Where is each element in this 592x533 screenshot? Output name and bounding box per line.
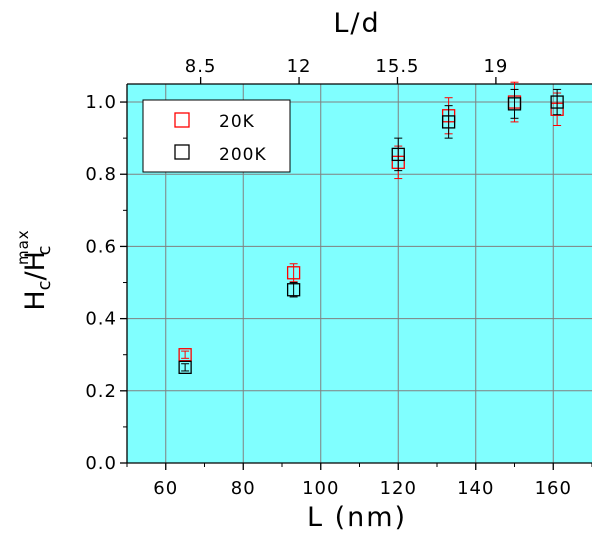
x-tick-label-160: 160 xyxy=(535,478,572,499)
data-point-1-0 xyxy=(178,360,192,374)
y-tick-label-0: 0.0 xyxy=(85,453,117,474)
y-tick-label-1: 0.2 xyxy=(85,381,117,402)
legend-box xyxy=(142,99,291,173)
x-tick-label-120: 120 xyxy=(380,478,417,499)
x-tick-label-60: 60 xyxy=(153,478,178,499)
y-tick-label-2: 0.4 xyxy=(85,309,117,330)
legend-marker-20k xyxy=(174,112,190,128)
data-point-0-1 xyxy=(286,266,301,280)
top-tick-label-0: 8.5 xyxy=(185,56,217,77)
data-point-1-4 xyxy=(507,97,522,111)
legend-label-20k: 20K xyxy=(219,112,255,132)
x-tick-label-80: 80 xyxy=(231,478,256,499)
grid xyxy=(127,84,592,464)
y-axis-title-sup: max xyxy=(14,229,32,265)
data-points xyxy=(178,81,564,374)
legend-label-200k: 200K xyxy=(219,145,267,165)
y-axis-title-main: H xyxy=(20,290,51,310)
data-point-1-5 xyxy=(550,95,564,109)
data-point-1-3 xyxy=(441,115,456,129)
y-axis-title-slash: /H xyxy=(20,251,51,280)
y-tick-label-4: 0.8 xyxy=(85,164,117,185)
y-axis-title: Hc/Hmax c xyxy=(14,229,55,310)
top-tick-label-3: 19 xyxy=(483,56,508,77)
data-point-1-1 xyxy=(286,283,301,297)
top-tick-label-1: 12 xyxy=(287,56,312,77)
data-point-1-2 xyxy=(391,147,405,162)
y-tick-label-5: 1.0 xyxy=(85,92,117,113)
ticks xyxy=(120,77,592,470)
y-tick-label-3: 0.6 xyxy=(85,236,117,257)
y-axis-title-sub1: c xyxy=(34,280,55,290)
legend: 20K 200K xyxy=(142,99,291,173)
legend-marker-200k xyxy=(174,144,190,160)
top-x-axis-title: L/d xyxy=(333,8,380,39)
x-axis-title: L (nm) xyxy=(307,502,407,533)
series-1 xyxy=(178,88,564,374)
x-tick-label-100: 100 xyxy=(302,478,339,499)
y-axis-title-sub2: c xyxy=(34,245,55,255)
tick-labels: 60 80 100 120 140 160 0.0 0.2 0.4 0.6 0.8 1.0 8.5 12 1… xyxy=(85,56,572,499)
x-tick-label-140: 140 xyxy=(457,478,494,499)
top-tick-label-2: 15.5 xyxy=(375,56,419,77)
